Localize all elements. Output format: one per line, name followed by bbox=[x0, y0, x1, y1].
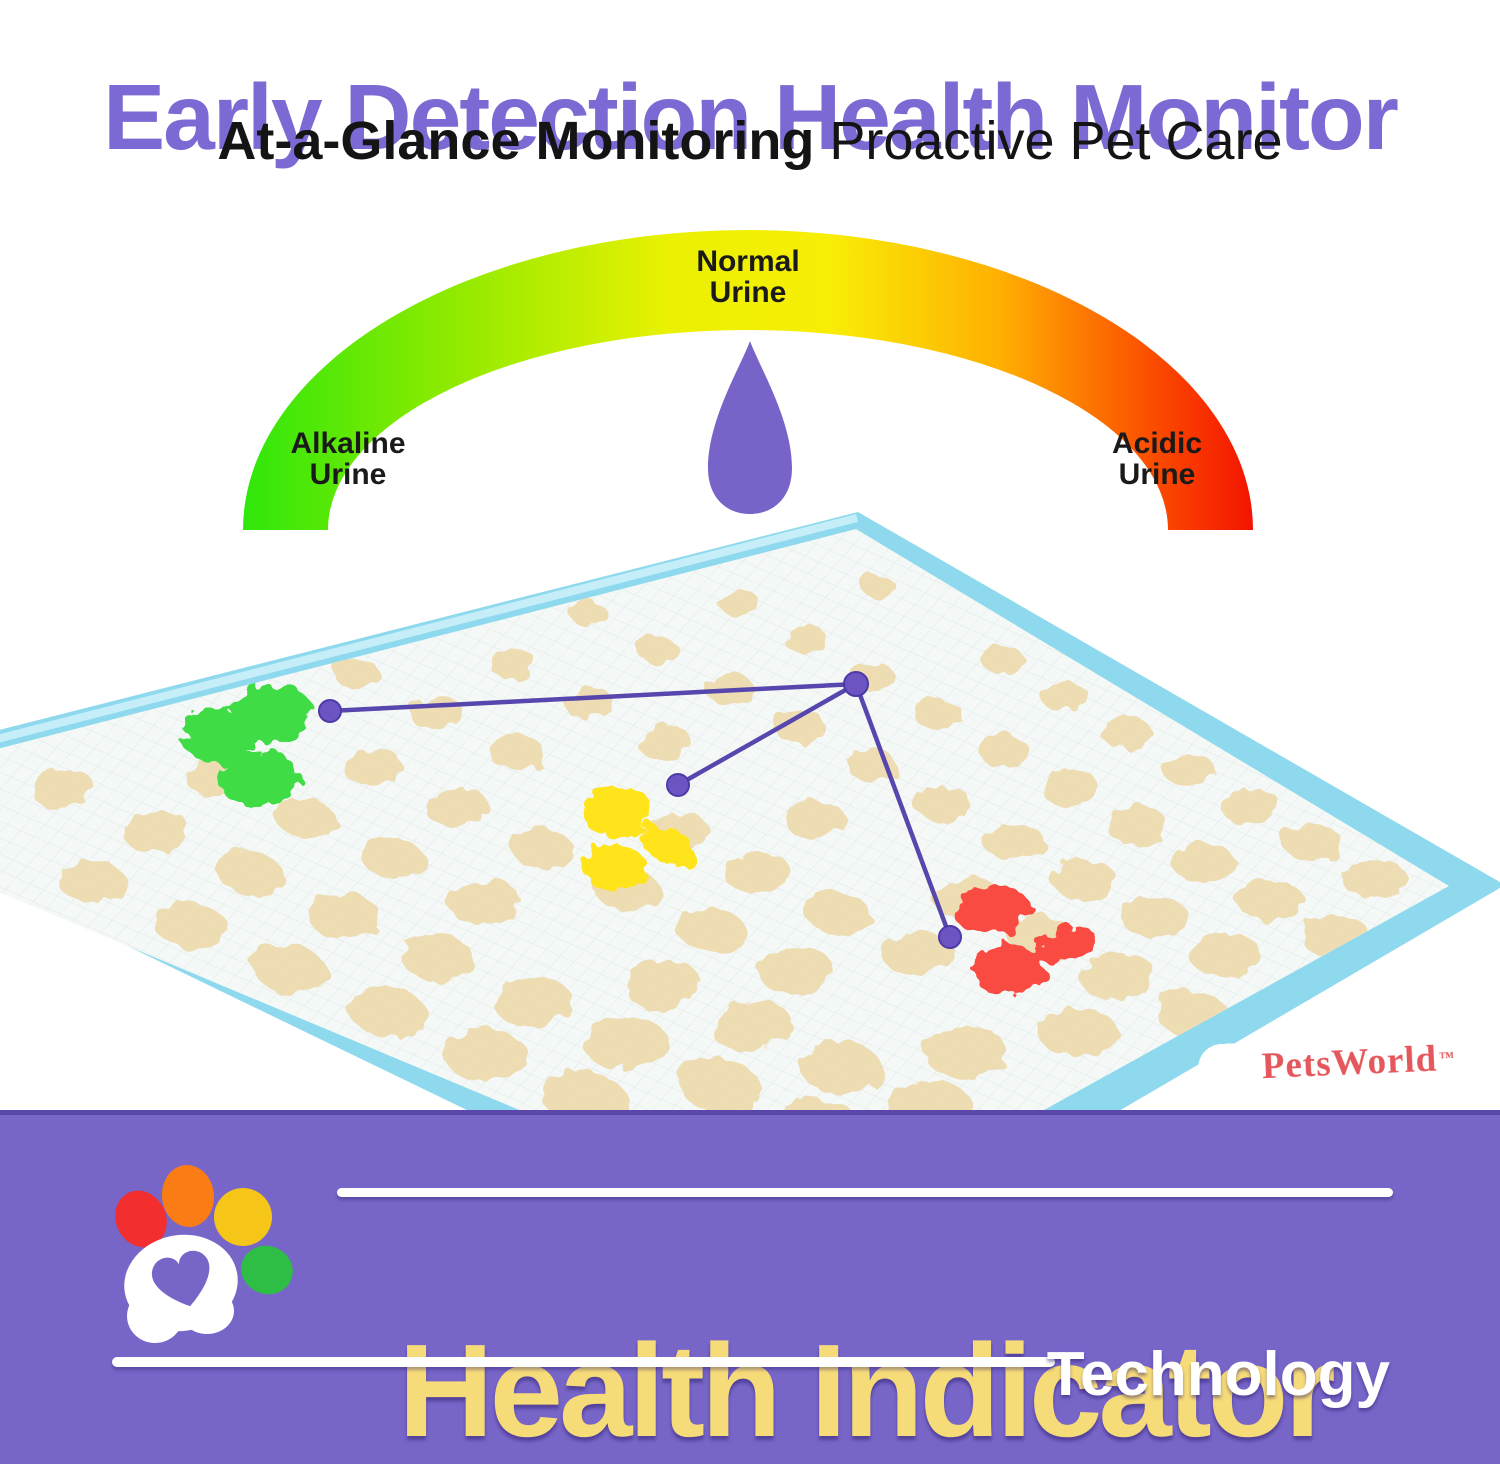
subtitle-regular: Proactive Pet Care bbox=[814, 111, 1283, 171]
pad-edge-highlight bbox=[0, 514, 858, 743]
acidic-red-spots bbox=[955, 886, 1095, 998]
callout-lines bbox=[329, 681, 953, 938]
banner-subtitle: Technology bbox=[1046, 1340, 1390, 1409]
pad-quilt-texture bbox=[0, 529, 1449, 1235]
gauge-label-normal: Normal Urine bbox=[696, 245, 800, 309]
droplet-pointer-icon bbox=[708, 341, 792, 514]
banner-rule-top bbox=[337, 1188, 1393, 1197]
bottom-banner: Health Indicator Technology bbox=[0, 1110, 1500, 1464]
banner-title: Health Indicator bbox=[398, 1316, 1335, 1464]
alkaline-green-spots bbox=[181, 684, 312, 807]
paw-heart-icon bbox=[115, 1165, 293, 1343]
callout-dots bbox=[318, 671, 962, 949]
normal-yellow-spots bbox=[583, 785, 696, 893]
brand-name: PetsWorld bbox=[1260, 1038, 1439, 1087]
gauge-label-alkaline: Alkaline Urine bbox=[290, 427, 406, 491]
trademark-symbol: ™ bbox=[1438, 1049, 1455, 1067]
ph-gauge-arc bbox=[243, 230, 1253, 530]
page-title: Early Detection Health Monitor bbox=[103, 65, 1399, 170]
page-subtitle: At-a-Glance Monitoring Proactive Pet Car… bbox=[0, 110, 1500, 172]
banner-rule-bottom bbox=[112, 1357, 1055, 1367]
gauge-label-acidic: Acidic Urine bbox=[1111, 427, 1203, 491]
pee-pad bbox=[0, 512, 1500, 1283]
subtitle-bold: At-a-Glance Monitoring bbox=[217, 111, 815, 171]
